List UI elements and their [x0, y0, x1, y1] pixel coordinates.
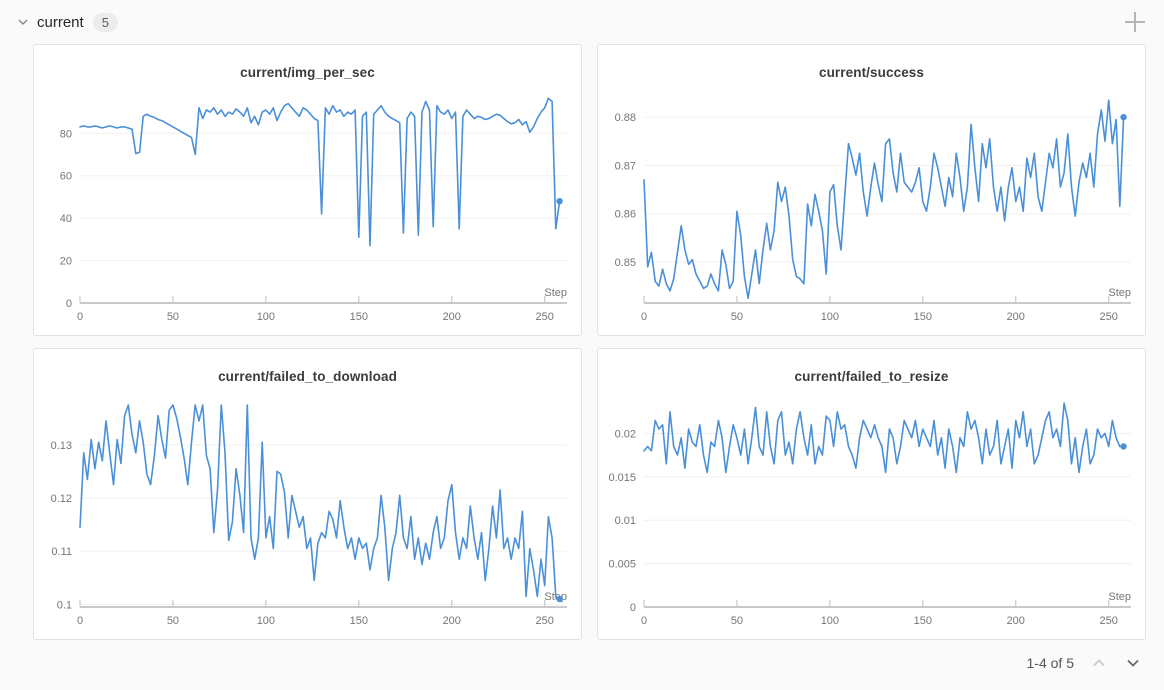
- pagination-prev-button[interactable]: [1090, 654, 1108, 672]
- svg-text:0.01: 0.01: [615, 515, 636, 527]
- svg-text:0.11: 0.11: [51, 546, 72, 558]
- pagination: 1-4 of 5: [0, 640, 1164, 672]
- svg-text:0.02: 0.02: [615, 428, 636, 440]
- line-chart[interactable]: 0.85 0.86 0.87 0.88 0 50 100 150 200 250 Step: [598, 83, 1145, 333]
- chevron-down-icon: [18, 19, 28, 26]
- svg-text:0.1: 0.1: [57, 599, 72, 611]
- svg-text:250: 250: [1100, 311, 1118, 323]
- svg-text:150: 150: [914, 311, 932, 323]
- svg-text:0.015: 0.015: [608, 472, 636, 484]
- section-collapse-button[interactable]: [14, 13, 32, 31]
- svg-text:200: 200: [443, 311, 461, 323]
- pagination-next-button[interactable]: [1124, 654, 1142, 672]
- panel-grid: current/img_per_sec 0 20 40 60 80 0 50 100 150 20…: [33, 44, 1146, 640]
- svg-text:50: 50: [167, 615, 179, 627]
- svg-text:100: 100: [257, 311, 275, 323]
- svg-text:0: 0: [641, 311, 647, 323]
- chart-panel-failed-to-resize[interactable]: current/failed_to_resize 0 0.005 0.01 0.015…: [597, 348, 1146, 640]
- chart-title: current/img_per_sec: [240, 65, 375, 80]
- svg-text:Step: Step: [1108, 287, 1131, 299]
- svg-text:60: 60: [60, 171, 72, 183]
- svg-text:Step: Step: [544, 287, 567, 299]
- svg-text:0: 0: [641, 615, 647, 627]
- chart-title: current/failed_to_download: [218, 369, 397, 384]
- svg-text:200: 200: [1007, 311, 1025, 323]
- svg-text:150: 150: [350, 311, 368, 323]
- svg-text:150: 150: [350, 615, 368, 627]
- pagination-text: 1-4 of 5: [1026, 655, 1074, 671]
- svg-text:80: 80: [60, 128, 72, 140]
- svg-text:0.85: 0.85: [615, 257, 636, 269]
- chart-panel-failed-to-download[interactable]: current/failed_to_download 0.1 0.11 0.12 0.…: [33, 348, 582, 640]
- svg-text:100: 100: [257, 615, 275, 627]
- svg-text:40: 40: [60, 213, 72, 225]
- svg-text:100: 100: [821, 311, 839, 323]
- svg-text:0: 0: [77, 311, 83, 323]
- svg-text:50: 50: [731, 615, 743, 627]
- svg-text:0.005: 0.005: [608, 559, 636, 571]
- svg-text:200: 200: [1007, 615, 1025, 627]
- section-header: current 5: [0, 0, 1164, 40]
- svg-text:100: 100: [821, 615, 839, 627]
- svg-text:0.12: 0.12: [51, 493, 72, 505]
- svg-text:Step: Step: [1108, 591, 1131, 603]
- svg-text:50: 50: [167, 311, 179, 323]
- panel-count-badge: 5: [92, 12, 118, 32]
- svg-text:0: 0: [66, 298, 72, 310]
- chart-panel-success[interactable]: current/success 0.85 0.86 0.87 0.88 0 50 100 15…: [597, 44, 1146, 336]
- add-panel-button[interactable]: [1120, 7, 1150, 37]
- chart-title: current/success: [818, 65, 925, 80]
- svg-text:20: 20: [60, 256, 72, 268]
- svg-text:0.13: 0.13: [51, 440, 72, 452]
- plus-icon: [1125, 12, 1145, 32]
- chevron-up-icon: [1093, 659, 1105, 667]
- svg-text:0: 0: [630, 602, 636, 614]
- chevron-down-icon: [1127, 659, 1139, 667]
- svg-text:0.86: 0.86: [615, 209, 636, 221]
- svg-text:0: 0: [77, 615, 83, 627]
- svg-text:250: 250: [536, 311, 554, 323]
- svg-text:250: 250: [536, 615, 554, 627]
- section-title[interactable]: current: [37, 13, 84, 31]
- svg-text:50: 50: [731, 311, 743, 323]
- chart-title: current/failed_to_resize: [794, 369, 949, 384]
- svg-text:0.88: 0.88: [615, 112, 636, 124]
- chart-panel-img-per-sec[interactable]: current/img_per_sec 0 20 40 60 80 0 50 100 150 20…: [33, 44, 582, 336]
- svg-text:200: 200: [443, 615, 461, 627]
- svg-text:150: 150: [914, 615, 932, 627]
- svg-text:0.87: 0.87: [615, 160, 636, 172]
- line-chart[interactable]: 0 0.005 0.01 0.015 0.02 0 50 100 150 200 250 Step: [598, 387, 1145, 637]
- svg-text:250: 250: [1100, 615, 1118, 627]
- line-chart[interactable]: 0 20 40 60 80 0 50 100 150 200 250 Step: [34, 83, 581, 333]
